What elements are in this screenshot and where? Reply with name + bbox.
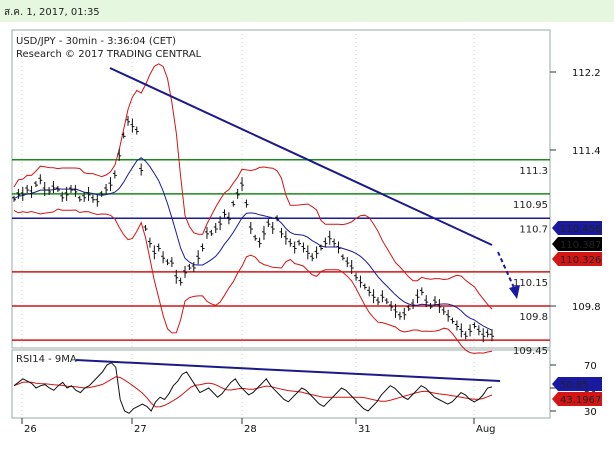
bollinger-bands <box>13 63 493 354</box>
y-axis: 112.2 111.4 109.8 <box>550 68 601 313</box>
rsi-tick-label-0: 70 <box>584 361 597 372</box>
rsi-tag-bg-0 <box>552 377 602 391</box>
y-tick-label-2: 109.8 <box>572 302 601 313</box>
price-tag-label-2: 110.326 <box>560 255 601 266</box>
trendline <box>109 67 493 246</box>
price-bars <box>12 115 494 343</box>
price-tags: 110.456 110.387 110.326 <box>552 221 602 266</box>
chart-subtitle: Research © 2017 TRADING CENTRAL <box>16 49 202 60</box>
date-bar: ส.ค. 1, 2017, 01:35 <box>0 0 614 22</box>
forecast-arrow <box>497 251 520 299</box>
rsi-tag-bg-1 <box>552 392 602 406</box>
bollinger-upper <box>13 63 493 310</box>
y-tick-label-1: 111.4 <box>572 146 601 157</box>
rsi-tick-label-2: 30 <box>584 407 597 418</box>
rsi-lines <box>13 359 501 414</box>
date-text: ส.ค. 1, 2017, 01:35 <box>4 7 100 18</box>
levels: 111.3 110.95 110.7 110.15 109.8 109.45 <box>12 158 550 357</box>
rsi-title: RSI14 - 9MA <box>16 354 77 365</box>
gridlines <box>21 30 475 418</box>
price-tag-bg-1 <box>552 237 602 251</box>
moving-average <box>13 157 493 331</box>
rsi-ma-line <box>13 376 493 408</box>
level-label-5: 109.45 <box>513 346 548 357</box>
rsi-tag-label-0: 50.85 <box>560 380 589 391</box>
price-tag-bg-0 <box>552 221 602 235</box>
main-panel <box>11 29 551 349</box>
level-label-0: 111.3 <box>519 166 548 177</box>
x-tick-label-3: 31 <box>358 424 371 435</box>
x-tick-label-0: 26 <box>24 424 37 435</box>
chart-title: USD/JPY - 30min - 3:36:04 (CET) <box>16 36 176 47</box>
x-tick-label-4: Aug <box>476 424 496 435</box>
level-label-3: 110.15 <box>513 278 548 289</box>
rsi-trendline <box>75 359 501 382</box>
y-tick-label-0: 112.2 <box>572 68 601 79</box>
rsi-tag-label-1: 43.1967 <box>560 395 601 406</box>
level-label-4: 109.8 <box>519 312 548 323</box>
price-tag-bg-2 <box>552 252 602 266</box>
x-axis: 26 27 28 31 Aug <box>21 418 496 435</box>
price-tag-label-0: 110.456 <box>560 224 601 235</box>
x-tick-label-2: 28 <box>244 424 257 435</box>
x-tick-label-1: 27 <box>134 424 147 435</box>
rsi-line <box>13 362 493 414</box>
level-label-1: 110.95 <box>513 200 548 211</box>
price-tag-label-1: 110.387 <box>560 240 601 251</box>
bollinger-lower <box>13 208 493 354</box>
level-label-2: 110.7 <box>519 224 548 235</box>
